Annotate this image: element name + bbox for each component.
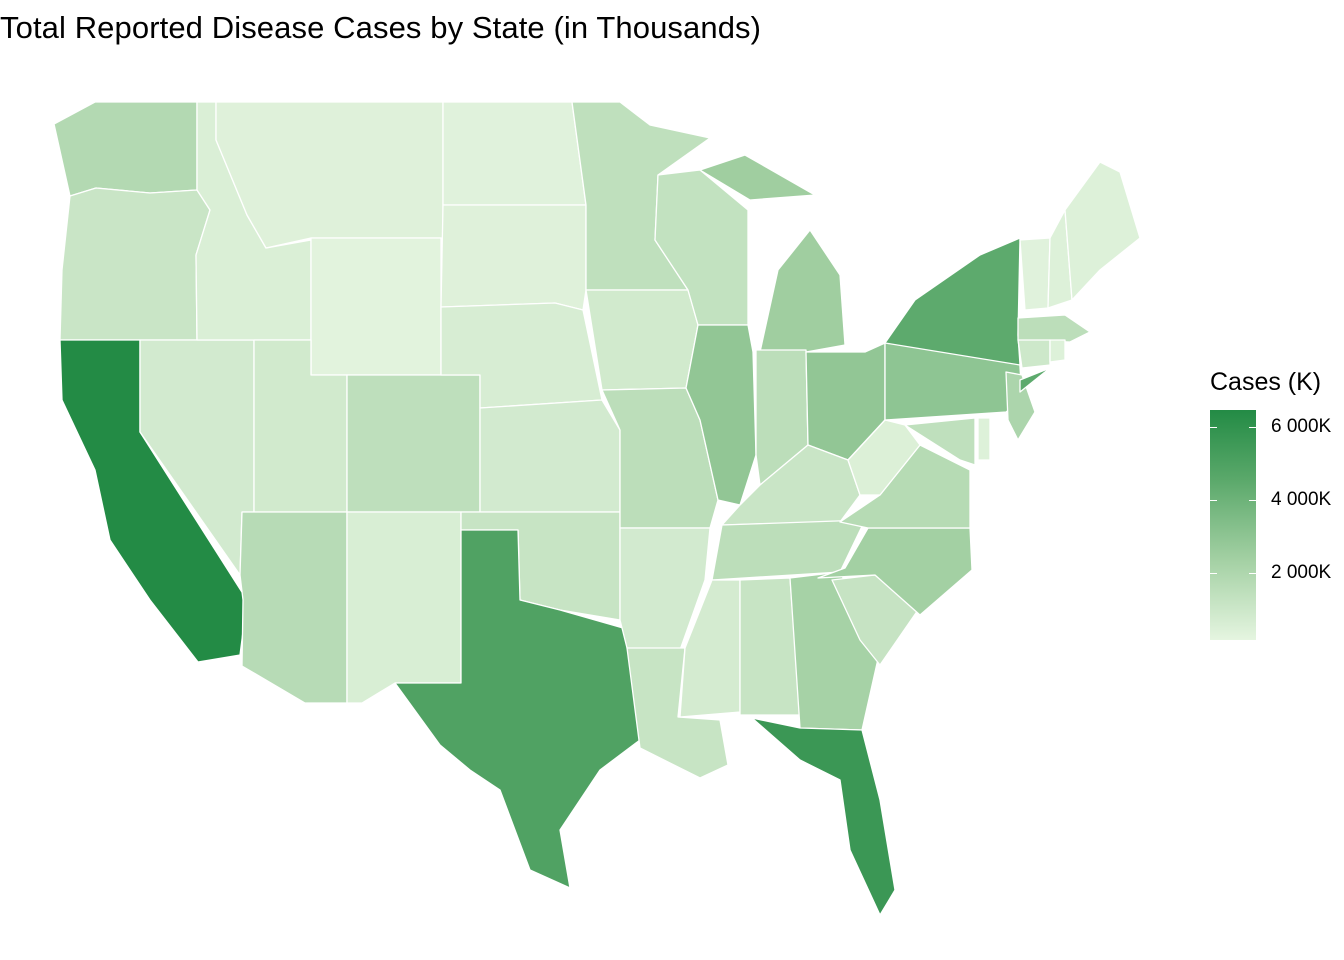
state-wy xyxy=(310,237,442,376)
legend-colorbar xyxy=(1210,410,1256,640)
state-ct xyxy=(1017,339,1051,369)
state-ks xyxy=(479,399,621,513)
legend-label-4000: 4 000K xyxy=(1271,489,1332,510)
state-fl xyxy=(751,717,896,916)
state-ia xyxy=(585,289,699,391)
state-az xyxy=(239,511,348,704)
state-ma xyxy=(1017,314,1091,343)
state-md xyxy=(904,417,976,466)
legend-label-2000: 2 000K xyxy=(1271,562,1332,583)
legend-tick-2000-right xyxy=(1249,573,1256,574)
state-tx xyxy=(394,529,641,889)
state-nm xyxy=(346,511,462,704)
state-nd xyxy=(442,101,587,206)
state-wa xyxy=(53,101,198,197)
legend-tick-4000-right xyxy=(1249,500,1256,501)
legend-tick-6000-right xyxy=(1249,427,1256,428)
legend-tick-6000-left xyxy=(1210,427,1217,428)
legend-title: Cases (K) xyxy=(1210,368,1322,396)
state-co xyxy=(346,374,481,513)
state-nj xyxy=(1005,371,1036,441)
legend-tick-4000-left xyxy=(1210,500,1217,501)
state-ms xyxy=(679,579,741,718)
state-vt xyxy=(1019,237,1051,311)
state-sd xyxy=(440,204,587,311)
chart-title: Total Reported Disease Cases by State (i… xyxy=(0,10,762,45)
state-ri xyxy=(1049,339,1066,363)
state-de xyxy=(977,417,991,461)
state-or xyxy=(59,187,211,341)
state-me xyxy=(1064,161,1141,301)
legend-label-6000: 6 000K xyxy=(1271,416,1332,437)
legend-tick-2000-left xyxy=(1210,573,1217,574)
